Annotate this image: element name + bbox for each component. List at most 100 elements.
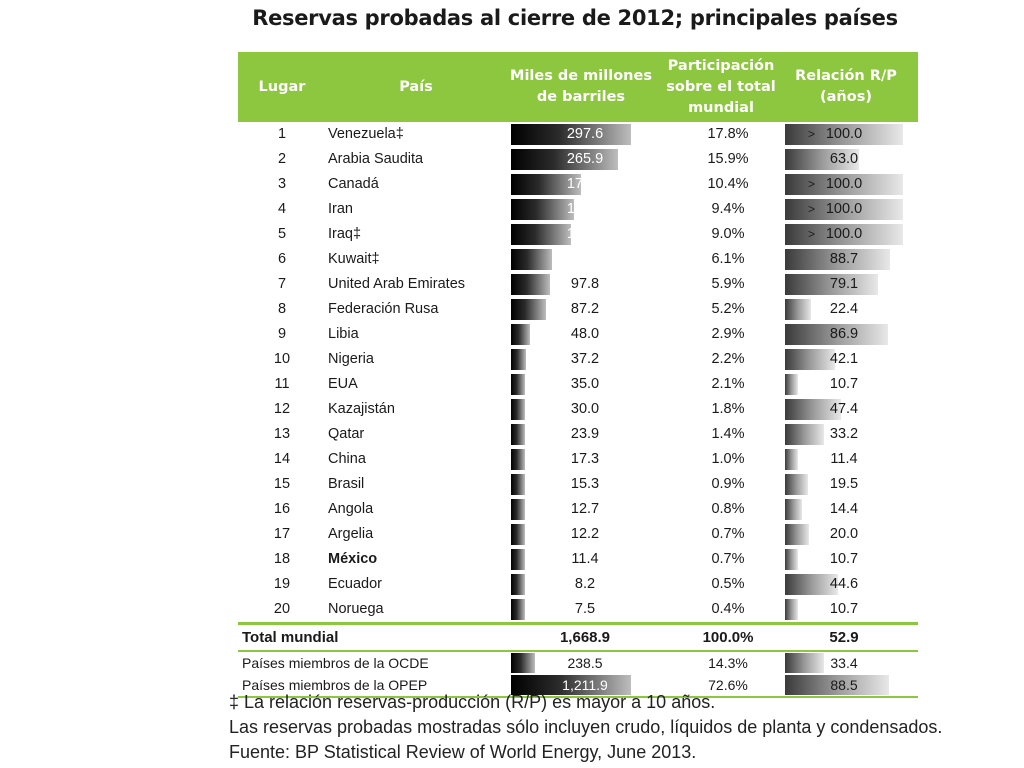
share-cell: 1.0% — [711, 451, 745, 467]
group-reserves: 1,211.9 — [562, 677, 608, 693]
rp-bar — [785, 549, 798, 570]
group-reserves: 238.5 — [567, 655, 603, 671]
share-cell: 0.4% — [711, 601, 745, 617]
country-cell: Noruega — [328, 601, 384, 617]
reserves-cell: 17.3 — [570, 451, 600, 467]
reserves-cell: 265.9 — [566, 151, 604, 167]
reserves-cell: 15.3 — [570, 476, 600, 492]
group-rp: 88.5 — [830, 677, 858, 693]
share-cell: 6.1% — [711, 251, 745, 267]
reserves-cell: 157.0 — [566, 201, 604, 217]
share-cell: 1.4% — [711, 426, 745, 442]
country-cell: Federación Rusa — [328, 301, 439, 317]
rank-cell: 3 — [277, 176, 287, 192]
country-cell: Kazajistán — [328, 401, 395, 417]
reserves-bar — [511, 124, 631, 145]
table-row: 5 Iraq‡ 150.0 9.0% 100.0 > — [238, 222, 918, 247]
reserves-bar — [511, 399, 525, 420]
table-row: 15 Brasil 15.3 0.9% 19.5 — [238, 472, 918, 497]
rank-cell: 13 — [273, 426, 291, 442]
rp-cell: 11.4 — [830, 451, 858, 467]
greater-than-marker: > — [808, 177, 816, 191]
reserves-bar — [511, 274, 551, 295]
footnote-scope: Las reservas probadas mostradas sólo inc… — [229, 717, 943, 737]
rp-bar — [785, 599, 798, 620]
rp-cell: 42.1 — [829, 351, 859, 367]
share-cell: 2.1% — [711, 376, 745, 392]
reserves-bar — [511, 199, 575, 220]
reserves-cell: 23.9 — [570, 426, 600, 442]
greater-than-marker: > — [808, 127, 816, 141]
table-row: 16 Angola 12.7 0.8% 14.4 — [238, 497, 918, 522]
total-label: Total mundial — [242, 629, 339, 646]
total-row: Total mundial 1,668.9 100.0% 52.9 — [238, 625, 918, 650]
rank-cell: 10 — [273, 351, 291, 367]
rp-bar — [785, 653, 825, 673]
reserves-bar — [511, 599, 525, 620]
rp-cell: 88.7 — [829, 251, 859, 267]
greater-than-marker: > — [808, 227, 816, 241]
table-row: 1 Venezuela‡ 297.6 17.8% 100.0 > — [238, 122, 918, 147]
rp-bar — [785, 574, 838, 595]
rp-bar — [785, 349, 835, 370]
rank-cell: 19 — [273, 576, 291, 592]
table-row: 12 Kazajistán 30.0 1.8% 47.4 — [238, 397, 918, 422]
total-reserves: 1,668.9 — [559, 629, 611, 646]
table-row: 17 Argelia 12.2 0.7% 20.0 — [238, 522, 918, 547]
group-row: Países miembros de la OPEP 1,211.9 72.6% 88… — [238, 674, 918, 696]
rank-cell: 7 — [277, 276, 287, 292]
share-cell: 9.4% — [711, 201, 745, 217]
share-cell: 2.2% — [711, 351, 745, 367]
footnote-source: Fuente: BP Statistical Review of World E… — [229, 742, 697, 762]
group-share: 72.6% — [708, 677, 748, 693]
reserves-bar — [511, 524, 525, 545]
rp-bar — [785, 324, 888, 345]
reserves-bar — [511, 549, 525, 570]
rp-bar — [785, 224, 903, 245]
group-label: Países miembros de la OCDE — [242, 655, 429, 671]
country-cell: Venezuela‡ — [328, 126, 404, 142]
reserves-cell: 12.2 — [570, 526, 600, 542]
share-cell: 0.7% — [711, 526, 745, 542]
country-cell: Qatar — [328, 426, 365, 442]
reserves-cell: 97.8 — [570, 276, 600, 292]
rp-cell: 20.0 — [829, 526, 859, 542]
table-row: 8 Federación Rusa 87.2 5.2% 22.4 — [238, 297, 918, 322]
reserves-cell: 12.7 — [570, 501, 600, 517]
table-header: Lugar País Miles de millones de barriles… — [238, 52, 918, 122]
table-row: 18 México 11.4 0.7% 10.7 — [238, 547, 918, 572]
rp-cell: 22.4 — [829, 301, 859, 317]
table-row: 2 Arabia Saudita 265.9 15.9% 63.0 — [238, 147, 918, 172]
header-share: Participación sobre el total mundial — [666, 57, 776, 116]
rank-cell: 5 — [277, 226, 287, 242]
share-cell: 1.8% — [711, 401, 745, 417]
rp-bar — [785, 199, 903, 220]
rp-bar — [785, 449, 799, 470]
country-cell: China — [328, 451, 366, 467]
reserves-cell: 101.5 — [566, 251, 604, 267]
rank-cell: 12 — [273, 401, 291, 417]
group-rows: Países miembros de la OCDE 238.5 14.3% 33.4… — [238, 652, 918, 696]
reserves-bar — [511, 174, 582, 195]
country-cell: Iraq‡ — [328, 226, 362, 242]
reserves-bar — [511, 224, 572, 245]
reserves-bar — [511, 299, 547, 320]
total-separator — [238, 622, 918, 625]
table-row: 14 China 17.3 1.0% 11.4 — [238, 447, 918, 472]
rank-cell: 16 — [273, 501, 291, 517]
country-cell: Canadá — [328, 176, 379, 192]
country-cell: Ecuador — [328, 576, 383, 592]
reserves-bar — [511, 424, 525, 445]
share-cell: 17.8% — [707, 126, 749, 142]
rp-cell: 33.2 — [829, 426, 859, 442]
share-cell: 2.9% — [711, 326, 745, 342]
reserves-cell: 173.9 — [566, 176, 604, 192]
table-row: 10 Nigeria 37.2 2.2% 42.1 — [238, 347, 918, 372]
reserves-bar — [511, 324, 531, 345]
table-row: 19 Ecuador 8.2 0.5% 44.6 — [238, 572, 918, 597]
table-row: 3 Canadá 173.9 10.4% 100.0 > — [238, 172, 918, 197]
reserves-cell: 150.0 — [566, 226, 604, 242]
rank-cell: 11 — [274, 376, 290, 392]
table-row: 13 Qatar 23.9 1.4% 33.2 — [238, 422, 918, 447]
table-row: 7 United Arab Emirates 97.8 5.9% 79.1 — [238, 272, 918, 297]
